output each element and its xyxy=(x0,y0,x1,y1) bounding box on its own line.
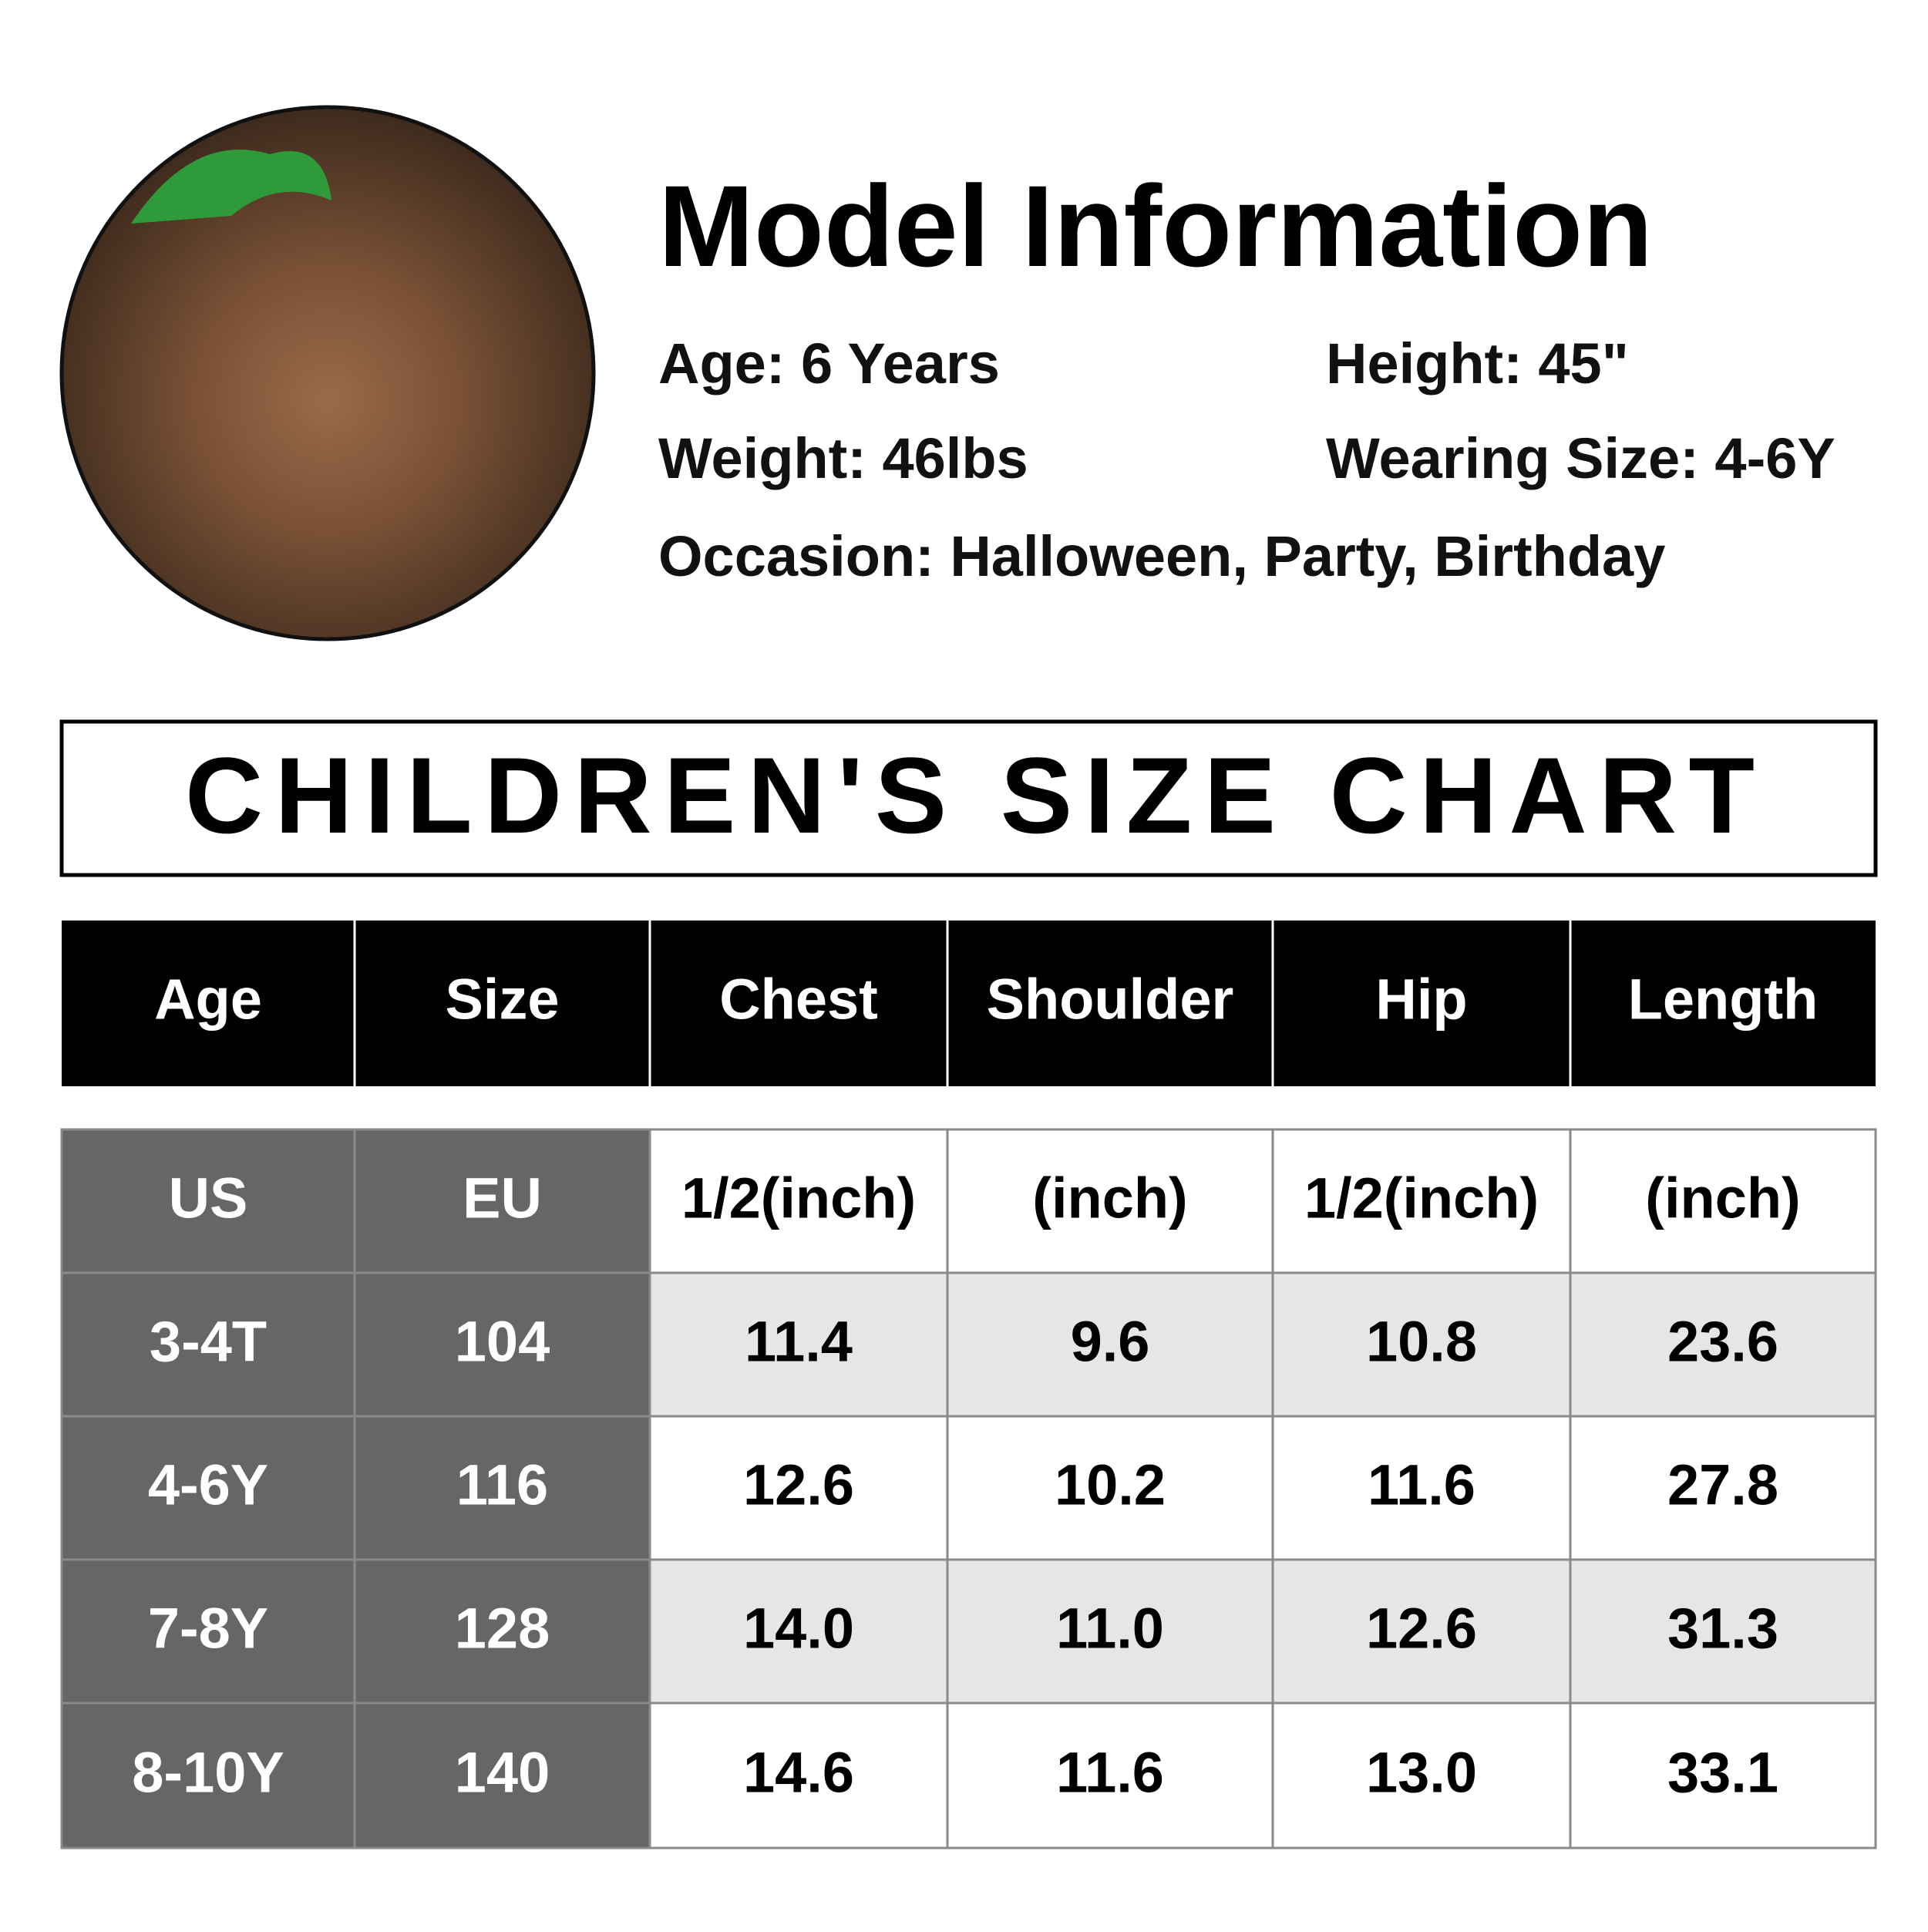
model-photo xyxy=(59,105,596,641)
value-cell xyxy=(1569,1701,1877,1850)
label-cell xyxy=(353,1271,651,1418)
value-cell xyxy=(1569,1415,1877,1561)
model-info-line: Age: 6 Years xyxy=(658,332,1000,395)
value-cell xyxy=(1271,1415,1572,1561)
value-text: 13.0 xyxy=(1366,1741,1477,1805)
model-title: Model Information xyxy=(658,161,1653,291)
value-text: 12.6 xyxy=(1366,1597,1477,1661)
model-info-line: Weight: 46lbs xyxy=(658,426,1028,490)
value-text: 14.0 xyxy=(743,1597,854,1661)
value-cell xyxy=(946,1415,1274,1561)
label-text: 116 xyxy=(456,1453,548,1517)
value-cell xyxy=(648,1558,949,1705)
value-text: 1/2(inch) xyxy=(1304,1166,1539,1230)
model-info-line: Height: 45" xyxy=(1326,332,1629,395)
label-cell xyxy=(353,1701,651,1850)
label-text: 104 xyxy=(455,1310,550,1374)
header-bar xyxy=(62,921,1876,1086)
label-text: 8-10Y xyxy=(132,1741,284,1805)
value-cell xyxy=(946,1271,1274,1418)
value-text: (inch) xyxy=(1645,1166,1800,1230)
label-text: US xyxy=(169,1166,248,1230)
value-cell xyxy=(1569,1558,1877,1705)
model-info: Age: 6 Years Height: 45" Weight: 46lbs Wear… xyxy=(658,332,1835,588)
label-text: 7-8Y xyxy=(148,1597,268,1661)
header-cell: Hip xyxy=(1375,968,1467,1032)
value-cell xyxy=(1569,1128,1877,1274)
model-info-line: Wearing Size: 4-6Y xyxy=(1326,426,1835,490)
value-text: 11.6 xyxy=(1056,1741,1164,1805)
header-cell: Size xyxy=(445,968,559,1032)
value-text: 11.0 xyxy=(1056,1597,1164,1661)
label-text: 140 xyxy=(455,1741,550,1805)
label-text: 3-4T xyxy=(150,1310,267,1374)
label-cell xyxy=(60,1415,356,1561)
label-text: 4-6Y xyxy=(148,1453,268,1517)
value-text: 10.8 xyxy=(1366,1310,1477,1374)
value-text: 1/2(inch) xyxy=(681,1166,916,1230)
size-table: Age Size Chest Shoulder Hip Length US EU 1/2(inc… xyxy=(60,921,1877,1850)
photo-bow xyxy=(131,150,331,224)
value-text: (inch) xyxy=(1032,1166,1187,1230)
value-text: 11.4 xyxy=(745,1310,853,1374)
header-cell: Length xyxy=(1628,968,1819,1032)
photo-frame xyxy=(59,105,596,641)
header-cell: Chest xyxy=(719,968,878,1032)
value-text: 33.1 xyxy=(1667,1741,1778,1805)
value-text: 12.6 xyxy=(743,1453,854,1517)
value-cell xyxy=(648,1701,949,1850)
label-cell xyxy=(60,1701,356,1850)
value-cell xyxy=(1271,1701,1572,1850)
value-cell xyxy=(648,1271,949,1418)
value-cell xyxy=(946,1558,1274,1705)
label-cell xyxy=(353,1558,651,1705)
value-text: 31.3 xyxy=(1667,1597,1778,1661)
value-text: 27.8 xyxy=(1667,1453,1778,1517)
value-text: 14.6 xyxy=(743,1741,854,1805)
model-info-line: Occasion: Halloween, Party, Birthday xyxy=(658,524,1665,588)
value-cell xyxy=(1271,1558,1572,1705)
label-text: EU xyxy=(463,1166,542,1230)
label-cell xyxy=(60,1271,356,1418)
value-text: 10.2 xyxy=(1055,1453,1166,1517)
chart-title: CHILDREN'S SIZE CHART xyxy=(185,735,1755,856)
value-text: 23.6 xyxy=(1667,1310,1778,1374)
value-cell xyxy=(648,1415,949,1561)
value-cell xyxy=(1271,1128,1572,1274)
header-cell: Age xyxy=(154,968,262,1032)
chart-title-box xyxy=(59,719,1878,877)
header-cell: Shoulder xyxy=(987,968,1234,1032)
value-text: 11.6 xyxy=(1368,1453,1475,1517)
value-text: 9.6 xyxy=(1071,1310,1150,1374)
value-cell xyxy=(1569,1271,1877,1418)
label-cell xyxy=(353,1415,651,1561)
label-text: 128 xyxy=(455,1597,550,1661)
